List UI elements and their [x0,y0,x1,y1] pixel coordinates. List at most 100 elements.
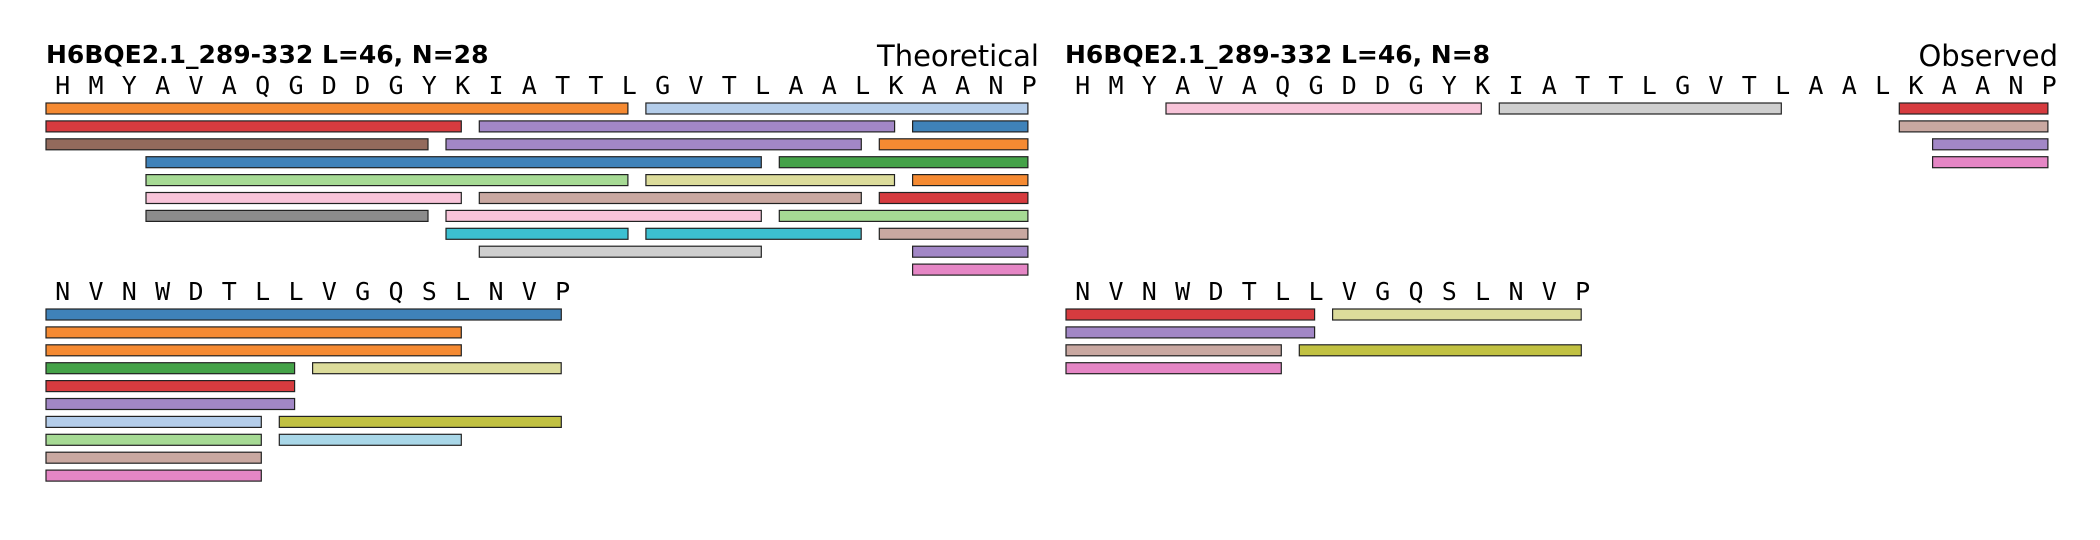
peptide-bar [911,120,1029,133]
residue-label: A [155,71,170,100]
residue-label: L [1642,71,1657,100]
residue-label: D [188,277,203,306]
residue-label: L [1308,277,1323,306]
residue-label: A [1808,71,1823,100]
residue-label: G [288,71,303,100]
residue-label: L [1775,71,1790,100]
residue-label: V [522,277,537,306]
residue-label: T [1575,71,1590,100]
residue-label: V [1708,71,1723,100]
residue-label: L [1875,71,1890,100]
peptide-bar [1065,326,1316,339]
residue-label: N [988,71,1003,100]
residue-label: P [2042,71,2057,100]
peptide-bar [45,469,262,482]
residue-label: T [1242,277,1257,306]
residue-label: G [1675,71,1690,100]
residue-label: I [488,71,503,100]
peptide-bar [45,120,462,133]
residue-label: A [1175,71,1190,100]
residue-label: A [922,71,937,100]
residue-label: Q [1275,71,1290,100]
peptide-bar [45,308,562,321]
residue-label: D [1342,71,1357,100]
peptide-bar [45,433,262,446]
residue-label: N [122,277,137,306]
peptide-bar [645,102,1029,115]
residue-label: L [755,71,770,100]
residue-label: A [1542,71,1557,100]
residue-label: N [2008,71,2023,100]
peptide-bar [1931,156,2049,169]
peptide-bar [778,156,1029,169]
peptide-bar [478,245,762,258]
residue-label: L [288,277,303,306]
residue-label: K [1908,71,1923,100]
residue-label: A [955,71,970,100]
peptide-bar [445,227,629,240]
residue-label: G [388,71,403,100]
residue-label: P [1575,277,1590,306]
peptide-bar [45,451,262,464]
residue-label: A [522,71,537,100]
residue-label: S [1442,277,1457,306]
residue-label: V [1208,71,1223,100]
residue-label: V [1108,277,1123,306]
peptide-bar [1165,102,1482,115]
peptide-bar [278,433,462,446]
peptide-bar [778,209,1029,222]
residue-label: Y [422,71,437,100]
theoretical-panel: H6BQE2.1_289-332 L=46, N=28 Theoretical … [45,39,1039,482]
residue-label: V [1542,277,1557,306]
peptide-bar [1065,362,1282,375]
residue-label: A [1842,71,1857,100]
residue-label: T [555,71,570,100]
residue-label: I [1508,71,1523,100]
residue-label: M [88,71,103,100]
observed-panel-label: Observed [1918,39,2058,73]
peptide-bar [45,138,429,151]
residue-label: D [322,71,337,100]
residue-label: V [188,71,203,100]
residue-label: W [155,277,171,306]
residue-label: A [1975,71,1990,100]
residue-label: H [55,71,70,100]
residue-label: N [1075,277,1090,306]
peptide-bar [45,102,629,115]
residue-label: S [422,277,437,306]
peptide-bar [478,120,896,133]
residue-label: V [1342,277,1357,306]
residue-label: G [355,277,370,306]
residue-label: L [1475,277,1490,306]
residue-label: N [1142,277,1157,306]
peptide-bar [45,380,296,393]
residue-label: A [822,71,837,100]
peptide-bar [145,174,629,187]
residue-label: K [888,71,903,100]
peptide-bar [145,191,462,205]
residue-label: N [488,277,503,306]
peptide-bar [911,245,1029,258]
peptide-bar [911,263,1029,276]
peptide-bar [1065,308,1316,321]
peptide-bar [278,415,562,428]
residue-label: L [455,277,470,306]
peptide-bar [45,362,296,375]
peptide-bar [1898,102,2049,115]
peptide-bar [45,326,462,339]
peptide-bar [1065,344,1282,357]
residue-label: N [1508,277,1523,306]
residue-label: Y [122,71,137,100]
theoretical-panel-title: H6BQE2.1_289-332 L=46, N=28 [46,40,488,69]
residue-label: W [1175,277,1191,306]
residue-label: A [1942,71,1957,100]
residue-label: L [255,277,270,306]
theoretical-panel-label: Theoretical [876,39,1039,73]
residue-label: G [1408,71,1423,100]
residue-label: G [1308,71,1323,100]
